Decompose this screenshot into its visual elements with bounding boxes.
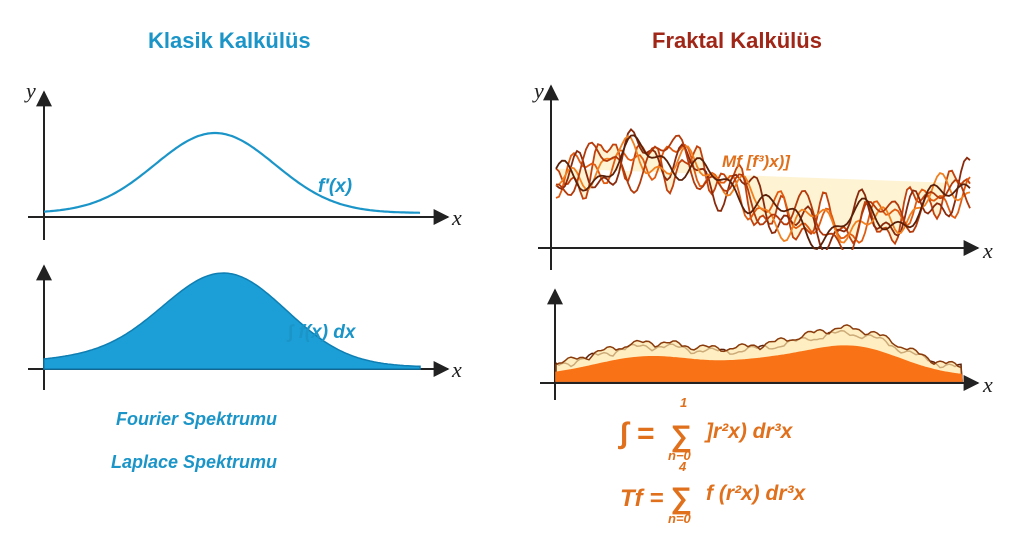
fractal-calculus-title: Fraktal Kalkülüs <box>652 28 822 53</box>
laplace-spectrum-label: Laplace Spektrumu <box>111 452 277 472</box>
formula-1-sum-top: 1 <box>680 395 687 410</box>
left-bottom-x-label: x <box>451 357 462 382</box>
fractal-curve <box>555 134 971 244</box>
fractal-area-layer <box>555 345 963 382</box>
fractal-curve <box>556 134 971 250</box>
integral-label: ∫ f(x) dx <box>286 322 357 343</box>
classical-calculus-title: Klasik Kalkülüs <box>148 28 311 53</box>
integral-area <box>43 272 421 370</box>
formula-2-lhs: Tf = <box>620 485 663 512</box>
fractal-integral-formula: ∫ = ∑ 1 n−0 ]r²x) dr³x <box>618 395 794 463</box>
right-bottom-x-label: x <box>982 372 993 397</box>
left-top-x-label: x <box>451 205 462 230</box>
fractal-integral-area <box>555 324 963 382</box>
formula-1-sum-bottom: n−0 <box>668 448 692 463</box>
right-top-x-label: x <box>982 238 993 263</box>
derivative-label: f′(x) <box>318 176 352 197</box>
formula-2-sum-bottom: n=0 <box>668 511 692 526</box>
formula-1-rhs: ]r²x) dr³x <box>704 420 794 443</box>
fractal-curve <box>555 134 971 250</box>
fractal-curve <box>555 142 971 246</box>
fractal-curve-label: Mf [f³)x)] <box>722 152 791 171</box>
left-y-label: y <box>24 78 36 103</box>
gaussian-derivative-curve <box>43 131 421 214</box>
formula-1-lhs: ∫ = <box>618 417 654 450</box>
fractal-transform-formula: Tf = ∑ 4 n=0 f (r²x) dr³x <box>620 459 806 526</box>
sum-symbol-2: ∑ <box>670 482 691 515</box>
sum-symbol-1: ∑ <box>670 420 691 453</box>
fractal-curve-bundle <box>555 128 971 250</box>
right-y-label: y <box>532 78 544 103</box>
formula-2-sum-top: 4 <box>678 459 687 474</box>
fourier-spectrum-label: Fourier Spektrumu <box>116 409 277 429</box>
formula-2-rhs: f (r²x) dr³x <box>706 482 806 505</box>
